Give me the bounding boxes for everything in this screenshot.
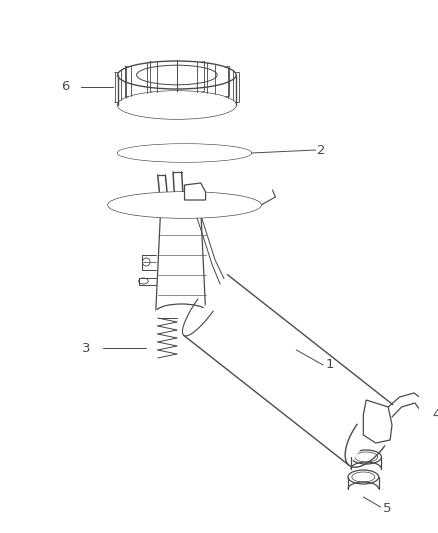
Polygon shape <box>184 274 393 465</box>
Polygon shape <box>363 400 392 443</box>
Ellipse shape <box>117 91 236 119</box>
Text: 5: 5 <box>382 503 391 515</box>
Text: 4: 4 <box>432 408 438 422</box>
Polygon shape <box>184 183 205 200</box>
Text: 6: 6 <box>61 80 70 93</box>
Text: 3: 3 <box>82 342 91 354</box>
Ellipse shape <box>117 144 251 162</box>
Ellipse shape <box>108 192 261 218</box>
Text: 1: 1 <box>325 359 334 372</box>
Text: 2: 2 <box>318 143 326 157</box>
